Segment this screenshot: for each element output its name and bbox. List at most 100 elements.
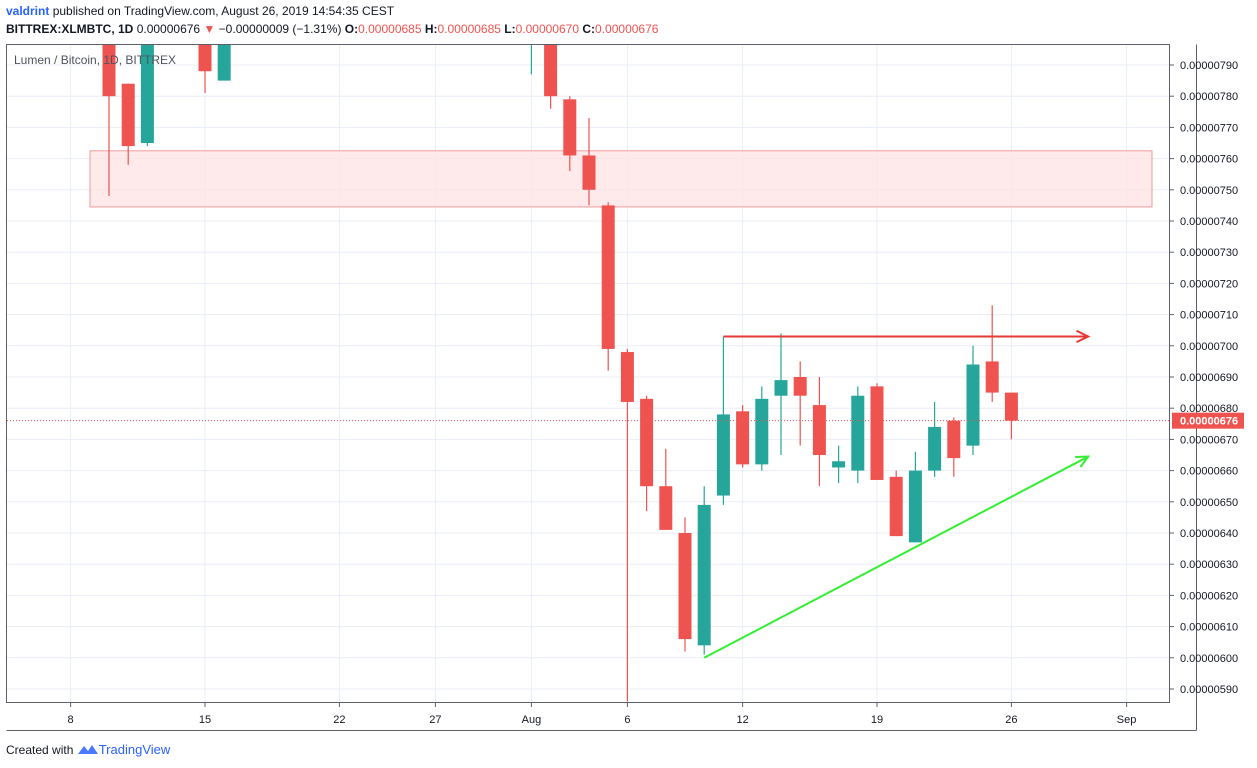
resistance-arrow-head xyxy=(1076,329,1091,343)
candle xyxy=(525,18,538,75)
candle xyxy=(678,517,692,652)
candle-body xyxy=(620,352,634,402)
time-tick-label: 27 xyxy=(429,714,441,726)
candle-body xyxy=(544,45,558,97)
candle-body xyxy=(870,386,884,480)
candle xyxy=(870,383,884,480)
candle-body xyxy=(832,461,846,468)
candle-body xyxy=(889,476,903,537)
time-axis[interactable]: 8 15 22 27 Aug 6 12 19 26 Sep xyxy=(68,702,1137,726)
price-tick-label: 0.00000630 xyxy=(1180,559,1238,571)
price-tick-label: 0.00000750 xyxy=(1180,185,1238,197)
candle xyxy=(582,118,596,206)
time-tick-label: 15 xyxy=(199,714,211,726)
candle-body xyxy=(736,411,750,465)
high-label: H: xyxy=(424,22,438,36)
candle-body xyxy=(601,205,615,349)
price-tick-label: 0.00000620 xyxy=(1180,590,1238,602)
candle xyxy=(544,45,558,109)
price-change: −0.00000009 (−1.31%) xyxy=(218,22,342,36)
candle xyxy=(697,486,711,655)
candle-body xyxy=(851,395,865,471)
time-tick-label: 12 xyxy=(736,714,748,726)
price-tick-label: 0.00000670 xyxy=(1180,434,1238,446)
candle xyxy=(640,395,654,512)
candle xyxy=(889,470,903,537)
candle xyxy=(620,348,634,702)
candle xyxy=(217,45,231,81)
price-tick-label: 0.00000710 xyxy=(1180,310,1238,322)
candle xyxy=(851,386,865,484)
candle xyxy=(716,336,730,505)
candle-body xyxy=(678,533,692,640)
price-tick-label: 0.00000650 xyxy=(1180,497,1238,509)
price-tick-label: 0.00000600 xyxy=(1180,653,1238,665)
candle xyxy=(928,401,942,477)
resistance-arrow[interactable] xyxy=(723,329,1091,343)
support-arrow-line[interactable] xyxy=(703,455,1089,659)
candle-body xyxy=(198,45,212,72)
time-tick-label: 19 xyxy=(871,714,883,726)
tradingview-logo-icon xyxy=(77,743,99,757)
candle-body xyxy=(755,398,769,465)
last-price-text: 0.00000676 xyxy=(1180,416,1238,428)
candle-body xyxy=(121,83,135,147)
candle xyxy=(908,451,922,543)
close-value: 0.00000676 xyxy=(595,22,659,36)
candle-body xyxy=(966,364,980,446)
price-tick-label: 0.00000790 xyxy=(1180,60,1238,72)
time-tick-label: 22 xyxy=(333,714,345,726)
candle-body xyxy=(928,426,942,471)
candle xyxy=(985,305,999,402)
last-price-label: 0.00000676 xyxy=(1172,412,1244,429)
price-tick-label: 0.00000740 xyxy=(1180,216,1238,228)
candle xyxy=(140,45,154,147)
candle-body xyxy=(659,486,673,530)
candle xyxy=(812,377,826,487)
tradingview-brand[interactable]: TradingView xyxy=(98,742,171,757)
candle-body xyxy=(716,414,730,496)
time-tick-label: Aug xyxy=(522,714,542,726)
price-tick-label: 0.00000640 xyxy=(1180,528,1238,540)
candle xyxy=(563,96,577,172)
low-value: 0.00000670 xyxy=(515,22,580,36)
price-axis[interactable]: 0.00000790 0.00000780 0.00000770 0.00000760… xyxy=(1169,60,1238,696)
price-tick-label: 0.00000700 xyxy=(1180,341,1238,353)
candle-body xyxy=(1004,392,1018,421)
price-tick-label: 0.00000770 xyxy=(1180,122,1238,134)
footer: Created with TradingView xyxy=(6,742,170,757)
publish-info: valdrint published on TradingView.com, A… xyxy=(6,4,394,18)
chart-title: Lumen / Bitcoin, 1D, BITTREX xyxy=(14,53,176,67)
candle-body xyxy=(525,18,538,19)
candle xyxy=(947,417,961,477)
resistance-zone[interactable] xyxy=(89,150,1153,208)
candle xyxy=(102,45,116,197)
support-arrow[interactable] xyxy=(703,455,1091,659)
candle-body xyxy=(774,380,788,396)
candle-body xyxy=(582,155,596,190)
open-label: O: xyxy=(344,22,359,36)
price-tick-label: 0.00000780 xyxy=(1180,91,1238,103)
candle-body xyxy=(102,45,116,97)
candle-body xyxy=(985,361,999,393)
candle xyxy=(755,386,769,471)
high-value: 0.00000685 xyxy=(437,22,501,36)
candle xyxy=(736,405,750,468)
symbol-label: BITTREX:XLMBTC, 1D xyxy=(6,22,134,36)
last-price: 0.00000676 xyxy=(136,22,201,36)
candle xyxy=(793,361,807,446)
candle-body xyxy=(140,45,154,144)
price-tick-label: 0.00000680 xyxy=(1180,403,1238,415)
candle xyxy=(121,83,135,165)
price-tick-label: 0.00000690 xyxy=(1180,372,1238,384)
chart-frame xyxy=(6,44,1197,731)
time-tick-label: 26 xyxy=(1005,714,1017,726)
candle xyxy=(1004,392,1018,440)
close-label: C: xyxy=(582,22,596,36)
candle xyxy=(774,333,788,455)
price-tick-label: 0.00000610 xyxy=(1180,622,1238,634)
author-link[interactable]: valdrint xyxy=(6,4,50,18)
time-tick-label: 8 xyxy=(68,714,74,726)
ohlc-header: BITTREX:XLMBTC, 1D 0.00000676 ▼ −0.00000… xyxy=(6,22,658,36)
